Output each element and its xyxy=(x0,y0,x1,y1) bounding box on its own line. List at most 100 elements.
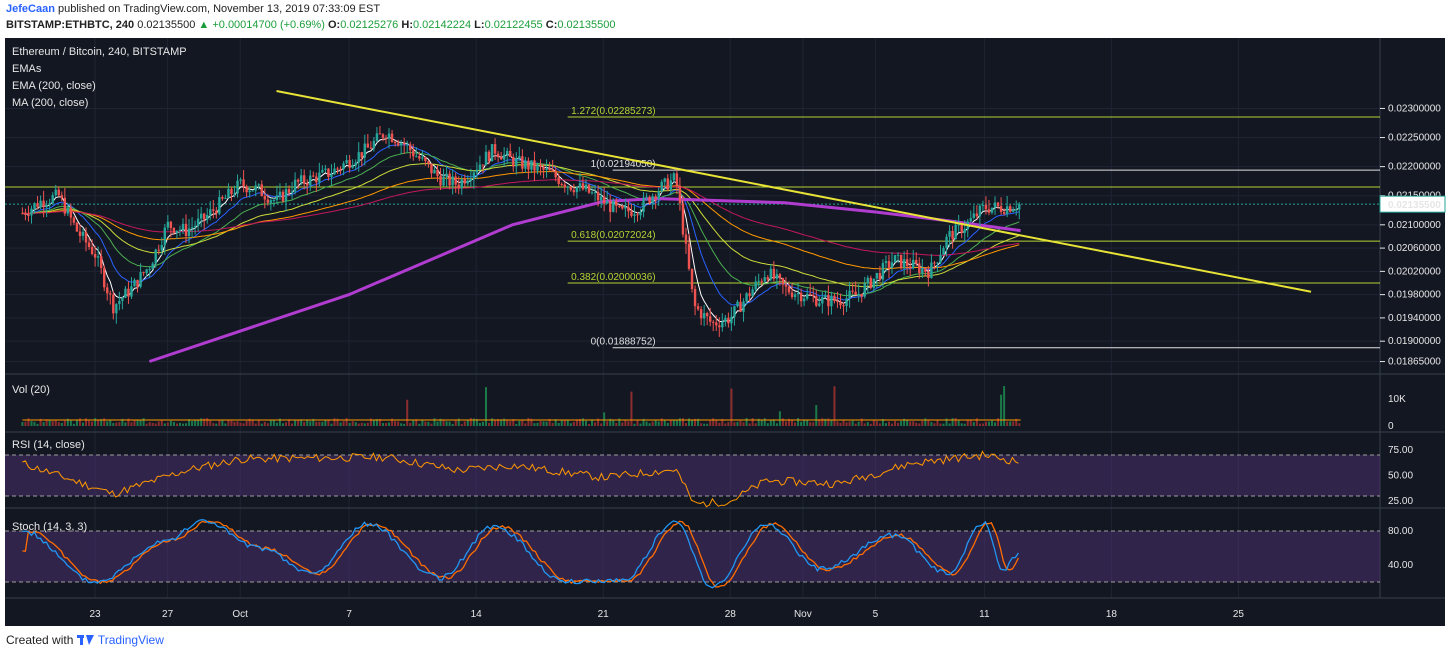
volume-bar xyxy=(563,419,566,426)
volume-bar xyxy=(984,421,987,426)
volume-bar xyxy=(530,418,533,426)
candle-body xyxy=(645,196,648,198)
volume-bar xyxy=(969,419,972,426)
candle-body xyxy=(45,205,48,208)
volume-bar xyxy=(733,422,736,426)
candle-body xyxy=(248,190,251,193)
volume-bar xyxy=(236,421,239,426)
candle-body xyxy=(805,293,809,299)
candle-body xyxy=(769,268,773,280)
volume-bar xyxy=(112,423,115,426)
volume-bar xyxy=(366,422,369,426)
volume-bar xyxy=(812,422,815,426)
candle-body xyxy=(687,243,691,269)
price-axis[interactable]: 0.023000000.022500000.022000000.02150000… xyxy=(1379,103,1446,571)
volume-bar xyxy=(1006,421,1009,426)
legend-volume[interactable]: Vol (20) xyxy=(12,384,50,396)
candle-body xyxy=(112,294,115,314)
volume-bar xyxy=(145,423,148,426)
candle-body xyxy=(466,180,470,184)
volume-bar xyxy=(254,423,257,426)
trendline[interactable] xyxy=(276,90,1312,293)
candle-body xyxy=(333,168,336,175)
volume-bar xyxy=(691,419,694,426)
time-tick-label: 5 xyxy=(873,609,879,620)
legend-emas[interactable]: EMAs xyxy=(12,63,42,75)
volume-bar xyxy=(575,419,578,426)
volume-bar xyxy=(700,423,703,426)
legend-ema200[interactable]: EMA (200, close) xyxy=(12,80,96,92)
volume-bar xyxy=(463,421,466,426)
candle-body xyxy=(160,245,163,251)
volume-bar xyxy=(839,422,842,426)
candle-body xyxy=(433,169,436,174)
volume-bar xyxy=(39,418,42,426)
volume-bar xyxy=(197,420,200,426)
legend-stoch[interactable]: Stoch (14, 3, 3) xyxy=(12,521,87,533)
candle-body xyxy=(154,249,157,264)
legend-rsi[interactable]: RSI (14, close) xyxy=(12,439,85,451)
descending-trendline xyxy=(276,90,1312,293)
candle-body xyxy=(963,229,966,233)
author-name[interactable]: JefeCaan xyxy=(6,3,55,15)
time-axis[interactable]: 23 27 Oct 7 14 21 28 Nov 5 11 18 25 xyxy=(89,609,1244,620)
candle-body xyxy=(524,160,527,169)
candle-body xyxy=(327,168,330,177)
volume-bar xyxy=(681,418,684,426)
volume-bar xyxy=(903,418,906,426)
volume-bar xyxy=(921,420,924,426)
volume-bar xyxy=(275,422,278,426)
volume-bar xyxy=(330,423,333,426)
candle-body xyxy=(478,164,482,170)
candle-body xyxy=(493,144,497,154)
candle-body xyxy=(324,168,327,170)
candle-body xyxy=(975,213,979,217)
volume-bar xyxy=(557,422,560,426)
legend-ma200[interactable]: MA (200, close) xyxy=(12,97,88,109)
volume-bar xyxy=(584,420,587,426)
candle-body xyxy=(372,140,376,149)
candle-body xyxy=(366,143,370,148)
candle-body xyxy=(699,309,703,319)
candle-body xyxy=(448,173,451,186)
candle-body xyxy=(736,301,739,307)
candle-body xyxy=(51,195,54,204)
volume-bar xyxy=(675,419,678,426)
candle-body xyxy=(163,227,167,246)
candle-body xyxy=(890,262,894,268)
volume-bar xyxy=(406,399,409,426)
fib-level-label: 0.382(0.02000036) xyxy=(571,272,656,283)
rsi-pane xyxy=(5,450,1380,508)
candle-body xyxy=(854,291,857,296)
stoch-tick-label: 40.00 xyxy=(1388,560,1413,571)
volume-bar xyxy=(385,423,387,426)
volume-bar xyxy=(957,420,960,426)
candle-body xyxy=(945,236,948,249)
volume-bar xyxy=(245,420,248,426)
candle-body xyxy=(675,173,679,186)
grid xyxy=(5,38,1380,598)
time-tick-label: Oct xyxy=(232,609,248,620)
volume-bar xyxy=(966,419,969,426)
volume-bar xyxy=(157,421,160,426)
candle-body xyxy=(554,170,557,178)
candle-body xyxy=(236,180,239,194)
tradingview-brand[interactable]: TradingView xyxy=(97,633,164,647)
volume-bar xyxy=(730,388,733,426)
candle-body xyxy=(142,272,145,274)
candle-body xyxy=(702,313,706,319)
candle-body xyxy=(242,179,245,187)
candle-body xyxy=(705,313,709,317)
candle-body xyxy=(887,261,891,268)
price-change: +0.00014700 (+0.69%) xyxy=(212,19,325,31)
time-tick-label: 18 xyxy=(1106,609,1118,620)
candle-body xyxy=(972,213,976,219)
volume-bar xyxy=(927,419,930,426)
candle-body xyxy=(899,254,903,268)
volume-bar xyxy=(618,418,621,426)
volume-bar xyxy=(639,423,642,426)
candle-body xyxy=(84,231,88,243)
candle-body xyxy=(457,184,460,189)
volume-bar xyxy=(221,420,224,426)
